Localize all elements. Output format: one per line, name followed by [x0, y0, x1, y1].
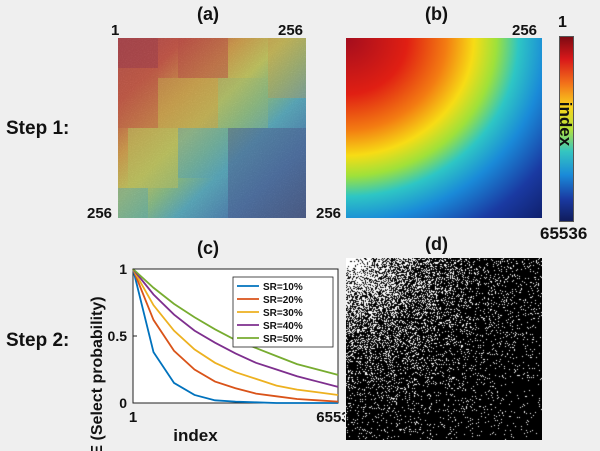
series-line-4 — [132, 268, 339, 388]
x-tick-label-0: 1 — [129, 409, 137, 426]
step1-label: Step 1: — [6, 118, 70, 139]
panel-d-mask — [346, 258, 542, 440]
panel-a-heatmap — [118, 38, 306, 218]
colorbar-top-label: 1 — [558, 14, 567, 31]
legend-label-2: SR=20% — [263, 295, 303, 306]
panel-b-heatmap — [346, 38, 542, 218]
panel-a-tick-y256: 256 — [87, 205, 113, 222]
panel-b-tick-x256: 256 — [512, 22, 538, 39]
colorbar-bottom-label: 65536 — [540, 224, 588, 243]
y-tick-label-1: 0.5 — [108, 328, 128, 344]
legend-label-4: SR=40% — [263, 321, 303, 332]
series-line-3 — [132, 268, 339, 396]
series-line-2 — [132, 268, 339, 403]
panel-c-title: (c) — [197, 238, 219, 258]
panel-b-title: (b) — [425, 4, 448, 24]
y-tick-label-2: 1 — [119, 261, 127, 277]
panel-b-tick-y256: 256 — [316, 205, 342, 222]
panel-c-line-chart: 0 0.5 1 1 65536 index E (Select probability) SR… — [89, 261, 345, 451]
colorbar-label: index — [556, 101, 575, 147]
colorbar — [559, 36, 574, 222]
step2-label: Step 2: — [6, 330, 70, 351]
panel-d-title: (d) — [425, 234, 448, 254]
legend-label-5: SR=50% — [263, 334, 303, 345]
y-tick-label-0: 0 — [119, 395, 127, 411]
panel-a-tick-x256: 256 — [278, 22, 304, 39]
legend-label-1: SR=10% — [263, 282, 303, 293]
x-axis-label: index — [173, 426, 218, 445]
y-axis-label: E (Select probability) — [89, 296, 106, 451]
legend-label-3: SR=30% — [263, 308, 303, 319]
panel-a-tick-x1: 1 — [111, 22, 120, 39]
panel-a-title: (a) — [197, 4, 219, 24]
x-tick-label-1: 65536 — [316, 409, 345, 426]
series-line-1 — [132, 268, 338, 404]
